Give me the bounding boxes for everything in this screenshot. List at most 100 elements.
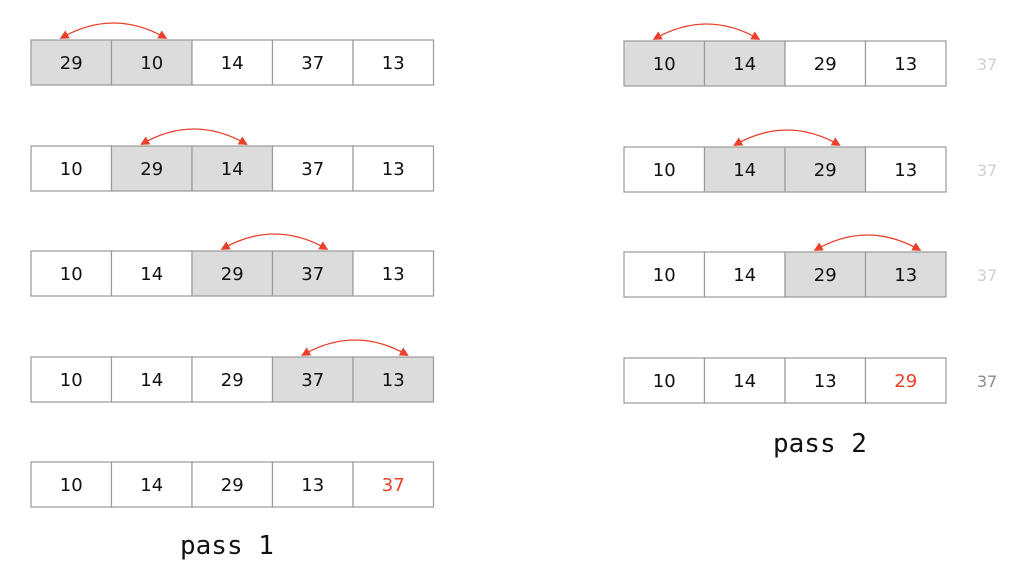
cell-value: 14 — [221, 159, 244, 180]
cell-value: 14 — [140, 264, 163, 285]
swap-arrow — [59, 22, 168, 39]
array-cell: 29 — [784, 146, 867, 193]
cell-value: 13 — [894, 265, 917, 286]
cell-value: 13 — [382, 159, 405, 180]
pass-2-rows: 10 14 29 13 37 10 14 29 13 37 10 14 29 13 37 10 14 13 29 37 — [623, 23, 997, 404]
array-cell: 13 — [271, 461, 354, 508]
array-cell: 14 — [110, 356, 193, 403]
cell-value: 37 — [301, 264, 324, 285]
array-cell: 13 — [864, 251, 947, 298]
array-cell: 29 — [191, 461, 274, 508]
cell-value: 14 — [733, 371, 756, 392]
cell-value: 13 — [894, 54, 917, 75]
array-row: 10 14 29 13 37 — [623, 23, 997, 87]
cell-value: 37 — [301, 370, 324, 391]
cell-value: 10 — [140, 53, 163, 74]
cell-value: 10 — [653, 371, 676, 392]
array-cell: 13 — [864, 40, 947, 87]
cell-box — [191, 461, 274, 508]
cell-value: 13 — [382, 53, 405, 74]
swap-arrow — [733, 129, 841, 146]
array-cell: 14 — [703, 146, 786, 193]
cell-box — [352, 145, 435, 192]
cell-value: 13 — [814, 371, 837, 392]
cell-value: 13 — [382, 264, 405, 285]
array-cell: 10 — [623, 146, 706, 193]
cell-value: 14 — [733, 54, 756, 75]
cell-value: 37 — [301, 159, 324, 180]
cell-value: 14 — [221, 53, 244, 74]
array-cell: 29 — [864, 357, 947, 404]
array-cell: 13 — [352, 356, 435, 403]
pass-1-rows: 29 10 14 37 13 10 29 14 37 13 10 14 29 37 13 10 14 29 37 13… — [30, 22, 435, 508]
cell-value: 37 — [301, 53, 324, 74]
cell-value: 14 — [733, 160, 756, 181]
sorted-value: 37 — [977, 372, 997, 391]
cell-box — [703, 146, 786, 193]
swap-arrow — [220, 233, 329, 250]
swap-arrow — [813, 234, 922, 251]
array-row: 10 14 29 13 37 — [623, 129, 997, 193]
cell-box — [191, 356, 274, 403]
array-cell: 14 — [703, 251, 786, 298]
cell-value: 10 — [60, 159, 83, 180]
cell-box — [110, 461, 193, 508]
cell-value: 14 — [140, 370, 163, 391]
array-cell: 37 — [271, 39, 354, 86]
array-cell: 14 — [703, 40, 786, 87]
cell-value: 10 — [653, 160, 676, 181]
cell-box — [191, 39, 274, 86]
cell-value: 14 — [733, 265, 756, 286]
array-cell: 37 — [271, 250, 354, 297]
cell-value: 10 — [60, 264, 83, 285]
pass-2-label: pass 2 — [773, 429, 867, 459]
cell-box — [30, 39, 113, 86]
array-row: 10 14 29 37 13 — [30, 339, 435, 403]
array-cell: 13 — [352, 145, 435, 192]
array-cell: 37 — [352, 461, 435, 508]
cell-box — [110, 250, 193, 297]
cell-value: 37 — [382, 475, 405, 496]
cell-value: 29 — [140, 159, 163, 180]
array-cell: 14 — [110, 461, 193, 508]
cell-box — [191, 250, 274, 297]
array-row: 10 14 13 29 37 — [623, 357, 997, 404]
cell-box — [30, 461, 113, 508]
cell-box — [271, 250, 354, 297]
array-cell: 29 — [191, 356, 274, 403]
cell-value: 29 — [814, 160, 837, 181]
cell-value: 10 — [60, 475, 83, 496]
array-cell: 13 — [864, 146, 947, 193]
cell-value: 29 — [60, 53, 83, 74]
array-cell: 10 — [30, 356, 113, 403]
swap-arrow — [301, 339, 409, 356]
array-cell: 14 — [191, 145, 274, 192]
cell-box — [784, 40, 867, 87]
cell-box — [110, 39, 193, 86]
array-cell: 37 — [271, 145, 354, 192]
array-cell: 14 — [703, 357, 786, 404]
pass-1-label: pass 1 — [180, 531, 274, 561]
array-cell: 10 — [30, 461, 113, 508]
cell-box — [352, 356, 435, 403]
cell-value: 29 — [894, 371, 917, 392]
array-cell: 29 — [784, 251, 867, 298]
array-cell: 10 — [623, 251, 706, 298]
sorted-value: 37 — [977, 266, 997, 285]
array-cell: 37 — [271, 356, 354, 403]
cell-box — [864, 251, 947, 298]
cell-value: 29 — [221, 370, 244, 391]
cell-box — [110, 145, 193, 192]
sorted-value: 37 — [977, 55, 997, 74]
array-cell: 10 — [623, 357, 706, 404]
array-cell: 10 — [623, 40, 706, 87]
cell-value: 14 — [140, 475, 163, 496]
cell-box — [271, 145, 354, 192]
cell-box — [271, 356, 354, 403]
cell-box — [703, 357, 786, 404]
array-cell: 13 — [352, 250, 435, 297]
cell-box — [30, 145, 113, 192]
cell-box — [352, 39, 435, 86]
cell-box — [784, 251, 867, 298]
array-cell: 14 — [110, 250, 193, 297]
